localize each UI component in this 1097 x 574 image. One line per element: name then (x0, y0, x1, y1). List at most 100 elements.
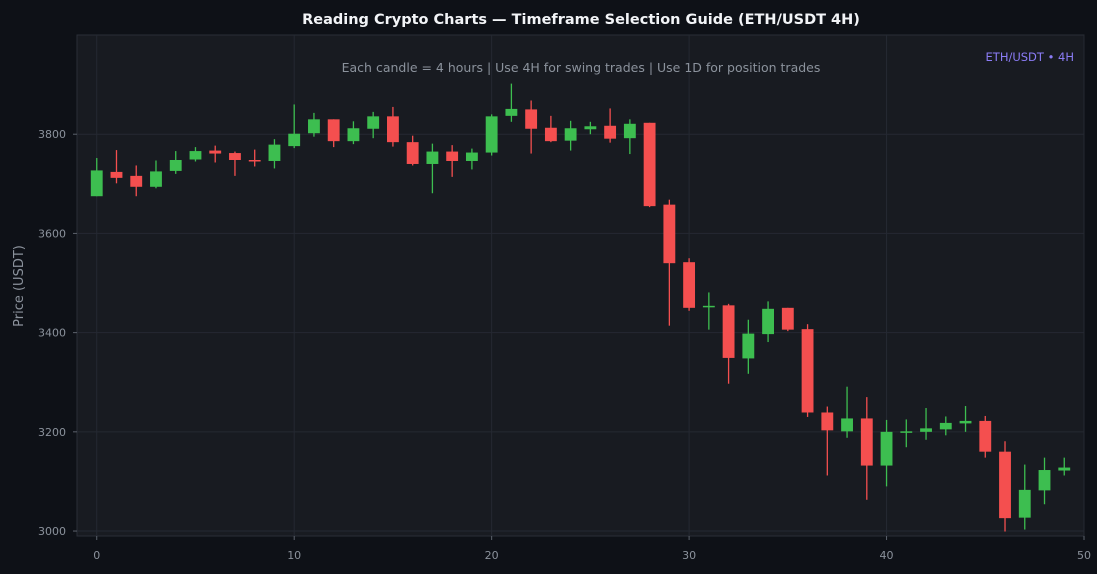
candle-body (584, 126, 597, 130)
candle-body (663, 204, 676, 264)
candle-body (999, 451, 1011, 519)
candle (762, 301, 775, 343)
candle (367, 111, 380, 139)
candle-body (209, 150, 222, 154)
candle (169, 151, 182, 174)
candle (880, 419, 893, 487)
x-axis: 0 10 20 30 40 50 (93, 536, 1091, 562)
candle (130, 165, 143, 197)
candle-body (308, 119, 320, 134)
candle-body (446, 151, 459, 161)
candle-body (347, 128, 360, 142)
candle (663, 199, 676, 326)
x-tick-label: 30 (682, 549, 696, 562)
candle (446, 145, 459, 177)
candle (189, 147, 202, 162)
candle (1058, 457, 1071, 476)
candle (722, 303, 735, 384)
candle-body (623, 123, 636, 139)
candle (406, 135, 419, 166)
candle-body (959, 420, 972, 424)
candle-body (268, 144, 281, 161)
candle (347, 121, 360, 145)
candle-body (742, 333, 755, 359)
chart-title: Reading Crypto Charts — Timeframe Select… (302, 12, 860, 28)
candle-body (781, 307, 794, 330)
candle (742, 319, 755, 374)
candle-body (1018, 489, 1031, 518)
candle-body (367, 116, 380, 129)
candle (959, 406, 972, 432)
candle-body (327, 119, 340, 142)
x-tick-label: 50 (1077, 549, 1091, 562)
plot-area (76, 34, 1085, 537)
candle-body (683, 262, 696, 308)
candle (604, 108, 617, 143)
candle (999, 441, 1011, 532)
candle-body (229, 153, 241, 161)
candle (623, 119, 636, 155)
candle-body (860, 418, 873, 466)
candle-body (643, 122, 656, 207)
candle-body (880, 431, 893, 466)
candle-body (1038, 470, 1051, 491)
candle-body (564, 128, 577, 141)
candle (386, 106, 399, 147)
candle-body (110, 171, 123, 178)
candle-body (821, 412, 834, 431)
candle-body (406, 142, 419, 164)
candle (465, 148, 478, 170)
candle-body (722, 305, 735, 358)
candle-body (505, 108, 518, 116)
y-tick-label: 3200 (38, 426, 66, 439)
candle (643, 122, 656, 208)
candle-body (939, 422, 952, 430)
candle (860, 397, 873, 500)
candle (485, 114, 498, 156)
candle-body (288, 133, 301, 147)
candle (702, 292, 715, 330)
candle (505, 83, 518, 122)
candle-body (900, 431, 913, 433)
candle (939, 416, 952, 436)
candle (209, 145, 222, 163)
candle (683, 258, 696, 311)
candle-body (426, 151, 439, 164)
candle (525, 100, 538, 154)
candle-body (169, 160, 182, 171)
candle (268, 139, 281, 169)
candle (920, 408, 932, 440)
y-tick-label: 3600 (38, 227, 66, 240)
candle (308, 112, 320, 137)
candle-body (525, 109, 538, 129)
candle-body (150, 171, 162, 187)
candle (544, 115, 557, 143)
y-tick-label: 3800 (38, 128, 66, 141)
pair-timeframe-badge: ETH/USDT • 4H (986, 50, 1074, 64)
candle-body (386, 116, 399, 143)
candle (110, 150, 123, 184)
y-tick-label: 3000 (38, 525, 66, 538)
candle-body (248, 160, 261, 162)
candle (979, 415, 992, 458)
candle (564, 120, 577, 151)
candle-body (1058, 467, 1071, 471)
candle-body (130, 175, 143, 187)
candle-body (90, 170, 103, 197)
x-tick-label: 40 (880, 549, 894, 562)
candle-body (465, 152, 478, 161)
candle (90, 158, 103, 197)
candle (781, 307, 794, 332)
candle (821, 406, 834, 476)
candle-body (604, 125, 617, 139)
candle (150, 160, 162, 189)
candle-body (920, 428, 932, 432)
candle (1018, 464, 1031, 530)
candle-body (485, 116, 498, 153)
candle-body (544, 127, 557, 142)
chart-subtitle: Each candle = 4 hours | Use 4H for swing… (342, 60, 821, 75)
candle (288, 104, 301, 149)
candle-body (762, 308, 775, 335)
candle (841, 386, 853, 438)
